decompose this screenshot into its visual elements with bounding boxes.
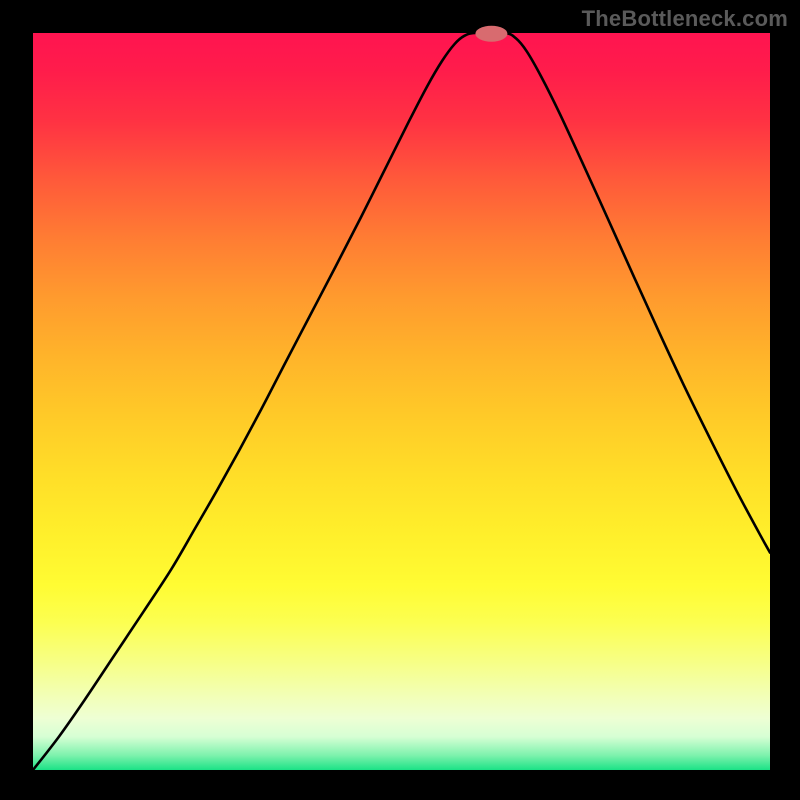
watermark-text: TheBottleneck.com [582,6,788,32]
optimal-marker [475,26,507,42]
bottleneck-chart: TheBottleneck.com [0,0,800,800]
chart-svg [0,0,800,800]
plot-background [33,33,770,770]
